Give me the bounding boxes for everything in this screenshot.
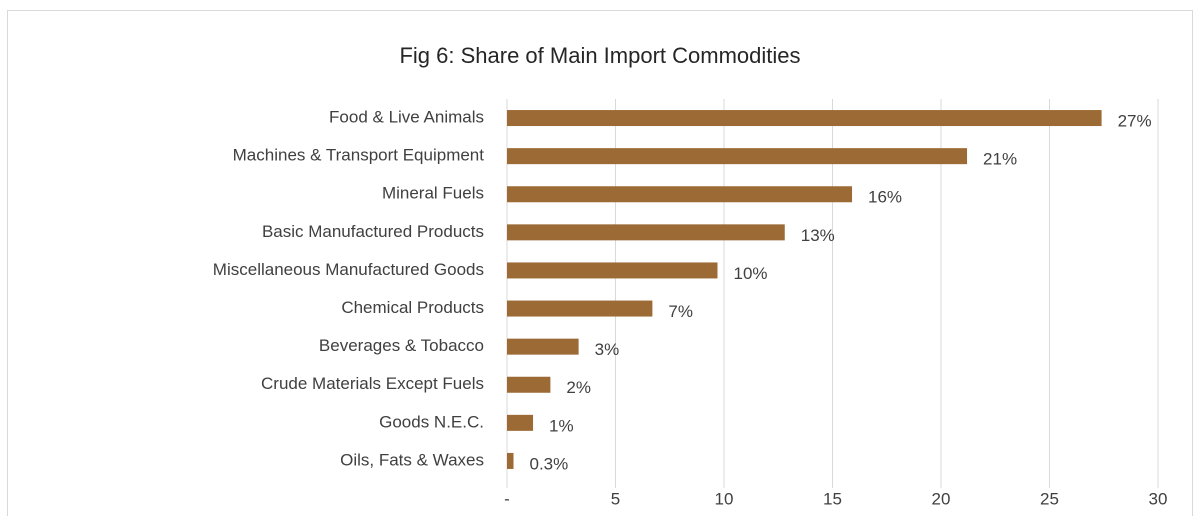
bar — [507, 262, 718, 279]
x-tick-label: 30 — [1149, 489, 1168, 508]
y-tick-label: Basic Manufactured Products — [262, 222, 484, 241]
bar — [507, 452, 514, 469]
value-label: 21% — [983, 150, 1017, 169]
bar — [507, 110, 1102, 127]
x-tick-label: 25 — [1040, 489, 1059, 508]
x-tick-label: 20 — [932, 489, 951, 508]
bar — [507, 300, 653, 317]
x-tick-label: 10 — [715, 489, 734, 508]
x-tick-label: 5 — [611, 489, 620, 508]
bar — [507, 376, 551, 393]
y-tick-label: Oils, Fats & Waxes — [340, 450, 484, 469]
y-tick-label: Goods N.E.C. — [379, 412, 484, 431]
chart-frame — [7, 10, 1193, 516]
y-tick-label: Miscellaneous Manufactured Goods — [213, 260, 484, 279]
bar — [507, 414, 534, 431]
value-label: 10% — [733, 264, 767, 283]
value-label: 7% — [668, 302, 693, 321]
value-label: 13% — [801, 226, 835, 245]
value-label: 16% — [868, 188, 902, 207]
value-label: 0.3% — [530, 454, 569, 473]
value-label: 27% — [1118, 112, 1152, 131]
y-tick-label: Crude Materials Except Fuels — [261, 374, 484, 393]
x-tick-label: - — [504, 489, 510, 508]
value-label: 1% — [549, 416, 574, 435]
y-tick-label: Mineral Fuels — [382, 184, 484, 203]
value-label: 2% — [566, 378, 591, 397]
bar — [507, 148, 968, 165]
y-tick-label: Machines & Transport Equipment — [233, 146, 485, 165]
bar — [507, 186, 853, 203]
bar — [507, 338, 579, 355]
y-tick-label: Chemical Products — [341, 298, 484, 317]
chart-title: Fig 6: Share of Main Import Commodities — [399, 43, 800, 68]
y-tick-label: Food & Live Animals — [329, 108, 484, 127]
x-tick-label: 15 — [823, 489, 842, 508]
y-tick-label: Beverages & Tobacco — [319, 336, 484, 355]
bar — [507, 224, 785, 241]
value-label: 3% — [595, 340, 620, 359]
